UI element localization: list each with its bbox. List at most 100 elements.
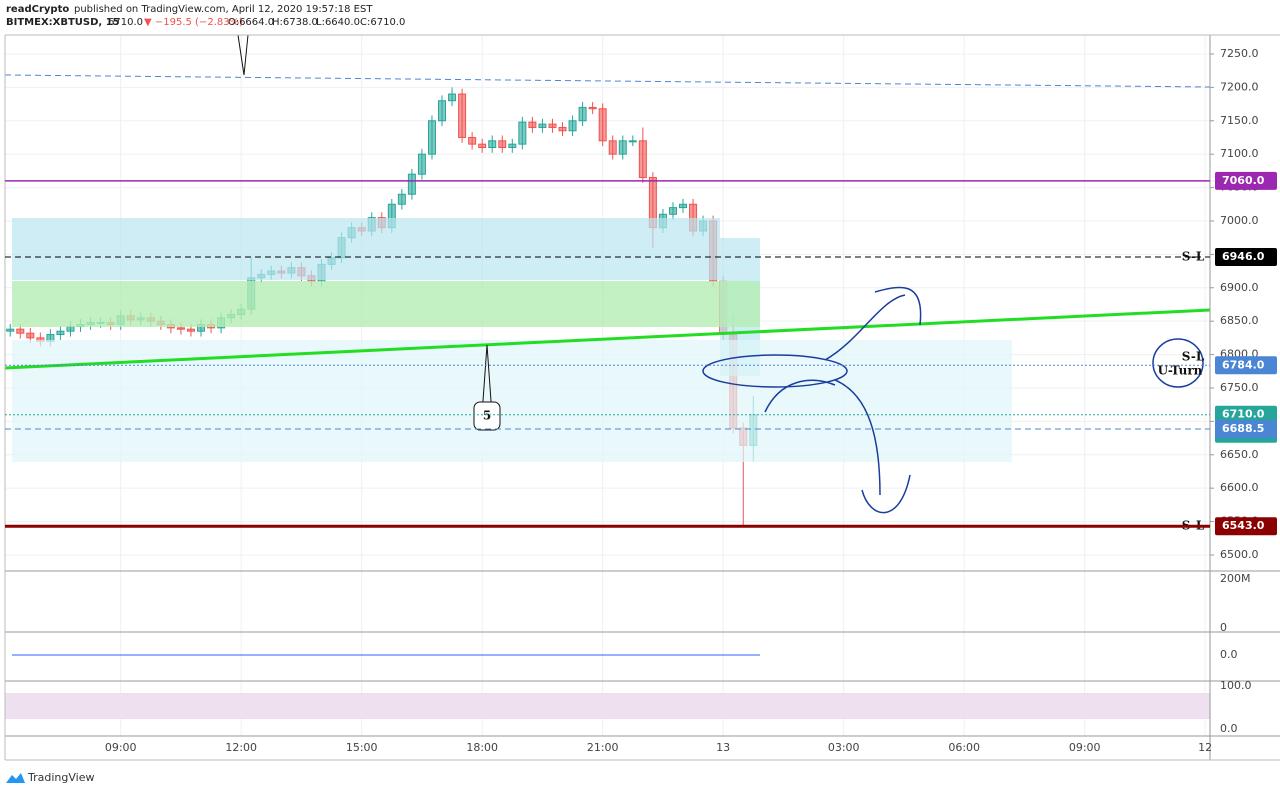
candle-body	[598, 108, 607, 142]
y-tick-label: 6750.0	[1220, 381, 1259, 394]
candle-body	[548, 123, 557, 128]
brand: TradingView	[27, 771, 94, 784]
candle-body	[488, 140, 497, 148]
symbol: BITMEX:XBTUSD, 15	[6, 17, 120, 28]
panes: 200M 0 0.0 100.0 0.0	[5, 570, 1280, 737]
x-tick-label: 06:00	[948, 741, 980, 754]
x-tick-label: 09:00	[1069, 741, 1101, 754]
logo	[6, 773, 25, 783]
candle-body	[679, 203, 688, 209]
y-tick-label: 6650.0	[1220, 448, 1259, 461]
candle-body	[176, 327, 185, 330]
level-box	[1215, 420, 1277, 439]
candle-body	[397, 193, 406, 205]
candle-body	[427, 120, 436, 155]
pane-label: 100.0	[1220, 679, 1252, 692]
arrow	[481, 344, 493, 416]
candle-body	[518, 121, 527, 145]
annotation: U-Turn	[1158, 364, 1203, 378]
x-tick-label: 12	[1198, 741, 1212, 754]
candle-body	[618, 140, 627, 155]
arrow	[237, 34, 249, 76]
level-box	[1215, 248, 1277, 267]
level-box	[1215, 171, 1277, 190]
y-tick-label: 7200.0	[1220, 80, 1259, 93]
candle-body	[468, 136, 477, 145]
level-label: 6784.0	[1222, 358, 1265, 371]
candle-body	[578, 106, 587, 122]
y-tick-label: 6900.0	[1220, 281, 1259, 294]
level-label: 6688.5	[1222, 422, 1264, 435]
candle-body	[608, 140, 617, 155]
candle-body	[588, 106, 597, 110]
candle-body	[668, 207, 677, 215]
x-tick-label: 18:00	[466, 741, 498, 754]
candle-body	[508, 143, 517, 148]
x-tick-label: 15:00	[346, 741, 378, 754]
x-tick-label: 13	[716, 741, 730, 754]
x-tick-label: 21:00	[587, 741, 619, 754]
level-label: 6710.0	[1222, 408, 1265, 421]
candle-body	[498, 140, 507, 148]
candle-body	[186, 328, 195, 332]
zone	[12, 218, 720, 280]
scribbles	[702, 286, 1204, 514]
publisher: readCrypto	[6, 4, 69, 15]
change: ▼ −195.5 (−2.83%)	[144, 17, 243, 28]
rsi-band	[5, 693, 1210, 719]
candle-body	[528, 121, 537, 128]
candle-body	[6, 328, 15, 332]
pane-label: 200M	[1220, 572, 1251, 585]
annotation: S-L	[1182, 350, 1205, 364]
x-tick-label: 09:00	[105, 741, 137, 754]
annotation: S-L	[1182, 250, 1205, 264]
zone	[12, 281, 760, 327]
candle-body	[558, 126, 567, 132]
candle-body	[26, 332, 35, 339]
low: L:6640.0	[316, 17, 360, 28]
y-tick-label: 7150.0	[1220, 114, 1259, 127]
high: H:6738.0	[272, 17, 318, 28]
candle-body	[407, 173, 416, 195]
y-tick-label: 6850.0	[1220, 314, 1259, 327]
candle-body	[538, 123, 547, 128]
pane-label: 0.0	[1220, 648, 1238, 661]
candle-body	[417, 153, 426, 175]
pane-label: 0.0	[1220, 722, 1238, 735]
candle-body	[16, 328, 25, 334]
y-tick-label: 7250.0	[1220, 47, 1259, 60]
candle-body	[458, 93, 467, 138]
drawings: 5 S-L S-L U-Turn S-L	[4, 34, 1211, 533]
x-tick-label: 12:00	[225, 741, 257, 754]
level-label: 6543.0	[1222, 519, 1265, 532]
candle-body	[448, 93, 457, 102]
callout	[473, 401, 501, 431]
pane-label: 0	[1220, 621, 1227, 634]
close: C:6710.0	[360, 17, 405, 28]
candle-body	[56, 330, 65, 336]
level-label: 6946.0	[1222, 250, 1265, 263]
candle-body	[568, 120, 577, 132]
y-tick-label: 6600.0	[1220, 481, 1259, 494]
published: published on TradingView.com, April 12, …	[74, 4, 373, 15]
y-tick-label: 7100.0	[1220, 147, 1259, 160]
x-tick-label: 03:00	[828, 741, 860, 754]
candle-body	[628, 140, 637, 143]
level-box	[1215, 405, 1277, 424]
candle-body	[66, 326, 75, 332]
last-price: 6710.0	[108, 17, 143, 28]
trendline	[4, 74, 1211, 88]
level-box	[1215, 517, 1277, 536]
y-tick-label: 7000.0	[1220, 214, 1259, 227]
candle-body	[638, 140, 647, 179]
trendline	[4, 308, 1211, 370]
annotation: 5	[483, 409, 491, 423]
y-tick-label: 6500.0	[1220, 548, 1259, 561]
zone	[12, 340, 1012, 462]
candle-body	[438, 100, 447, 122]
open: O:6664.0	[228, 17, 274, 28]
level-box	[1215, 356, 1277, 375]
candle-body	[478, 143, 487, 148]
level-label: 7060.0	[1222, 174, 1265, 187]
